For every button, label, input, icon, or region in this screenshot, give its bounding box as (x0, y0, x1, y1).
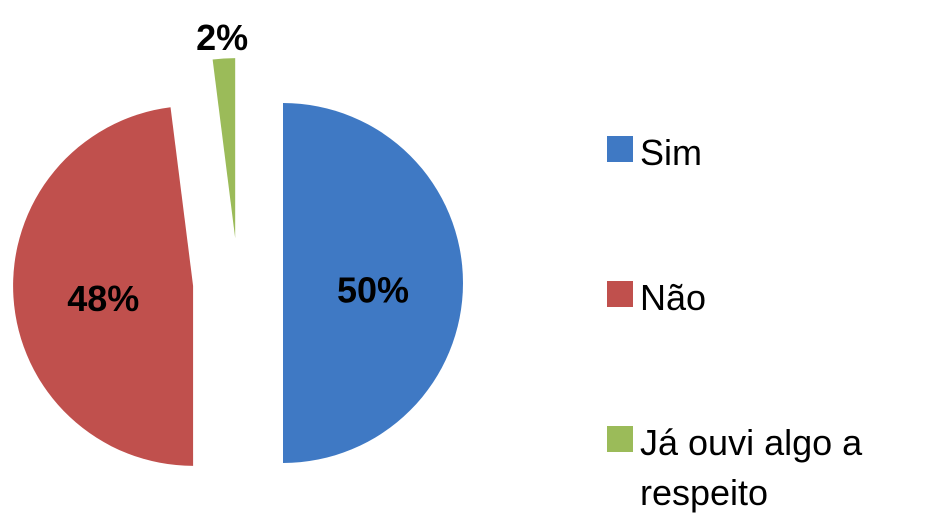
legend-swatch (607, 426, 633, 452)
legend: Sim Não Já ouvi algo a respeito (607, 0, 948, 521)
legend-label: Já ouvi algo a respeito (640, 422, 863, 513)
legend-swatch (607, 281, 633, 307)
legend-swatch (607, 136, 633, 162)
data-label: 50% (337, 270, 409, 311)
pie-slice (13, 107, 194, 466)
legend-label: Sim (640, 132, 702, 173)
data-label: 48% (67, 278, 139, 319)
pie-slice (283, 103, 463, 463)
legend-label: Não (640, 277, 707, 318)
legend-item: Sim (607, 128, 940, 178)
chart: 50% 48% 2% (13, 17, 463, 466)
data-label: 2% (196, 17, 248, 58)
pie-slice (212, 58, 236, 239)
legend-item: Já ouvi algo a respeito (607, 418, 940, 518)
legend-item: Não (607, 273, 940, 323)
